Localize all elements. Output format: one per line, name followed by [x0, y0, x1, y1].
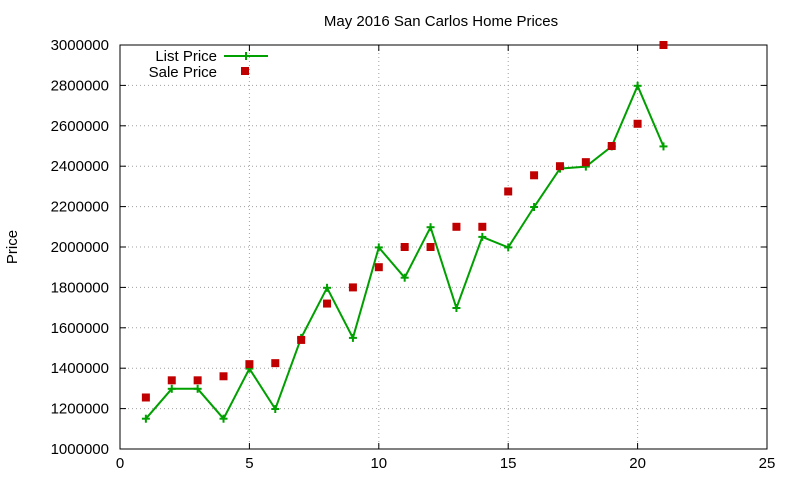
series-layer: [141, 41, 668, 423]
sale-price-point: [193, 376, 202, 385]
sale-price-point: [348, 283, 357, 292]
sale-price-point: [633, 119, 642, 128]
sale-price-point: [323, 299, 332, 308]
y-tick-label: 1600000: [51, 320, 109, 337]
y-tick-label: 2400000: [51, 158, 109, 175]
list-price-point: [530, 203, 539, 212]
x-tick-label: 25: [759, 455, 776, 472]
legend-sample-sale-price: [241, 67, 249, 75]
list-price-line: [145, 83, 665, 421]
list-price-point: [271, 405, 280, 414]
sale-price-point: [555, 162, 564, 171]
x-tick-label: 15: [500, 455, 517, 472]
chart-title: May 2016 San Carlos Home Prices: [324, 13, 558, 30]
sale-price-point: [659, 41, 668, 49]
x-tick-label: 0: [116, 455, 124, 472]
sale-price-point: [426, 243, 435, 251]
legend-label-sale-price: Sale Price: [149, 64, 217, 81]
grid-lines: [120, 45, 767, 449]
list-price-point: [141, 414, 150, 423]
list-price-point: [193, 384, 202, 393]
y-tick-label: 2600000: [51, 118, 109, 135]
sale-price-point: [478, 222, 487, 231]
list-price-point: [400, 273, 409, 282]
axes: 0 5 10 15 20 25 1000000 1200000 1400000 1600000 18…: [51, 37, 776, 472]
y-tick-label: 2000000: [51, 239, 109, 256]
sale-price-point: [167, 376, 176, 385]
y-tick-label: 1200000: [51, 401, 109, 418]
legend-label-list-price: List Price: [155, 48, 217, 65]
list-price-point: [323, 283, 332, 292]
list-price-point: [374, 243, 383, 252]
sale-price-point: [141, 393, 150, 402]
sale-price-point: [607, 142, 616, 150]
x-tick-label: 10: [370, 455, 387, 472]
sale-price-point: [297, 335, 306, 344]
sale-price-point: [374, 263, 383, 272]
sale-price-point: [581, 158, 590, 167]
sale-price-point: [400, 243, 409, 251]
y-tick-label: 3000000: [51, 37, 109, 54]
y-axis-label: Price: [4, 230, 21, 264]
list-price-point: [452, 304, 461, 313]
y-tick-label: 1800000: [51, 279, 109, 296]
sale-price-point: [504, 187, 513, 196]
y-tick-label: 2800000: [51, 77, 109, 94]
list-price-point: [633, 81, 642, 90]
sale-price-point: [219, 372, 228, 381]
list-price-point: [504, 243, 513, 252]
x-tick-label: 20: [629, 455, 646, 472]
sale-price-point: [245, 360, 254, 369]
list-price-point: [348, 333, 357, 342]
list-price-point: [219, 414, 228, 423]
y-tick-label: 1400000: [51, 360, 109, 377]
sale-price-point: [530, 171, 539, 180]
x-tick-label: 5: [245, 455, 253, 472]
plot-border: [119, 44, 768, 450]
list-price-point: [478, 232, 487, 241]
list-price-point: [167, 384, 176, 393]
sale-price-point: [271, 359, 280, 368]
sale-price-point: [452, 222, 461, 231]
list-price-point: [426, 223, 435, 232]
list-price-point: [659, 142, 668, 151]
legend: List Price Sale Price: [149, 48, 268, 81]
y-tick-label: 1000000: [51, 441, 109, 458]
y-tick-label: 2200000: [51, 199, 109, 216]
